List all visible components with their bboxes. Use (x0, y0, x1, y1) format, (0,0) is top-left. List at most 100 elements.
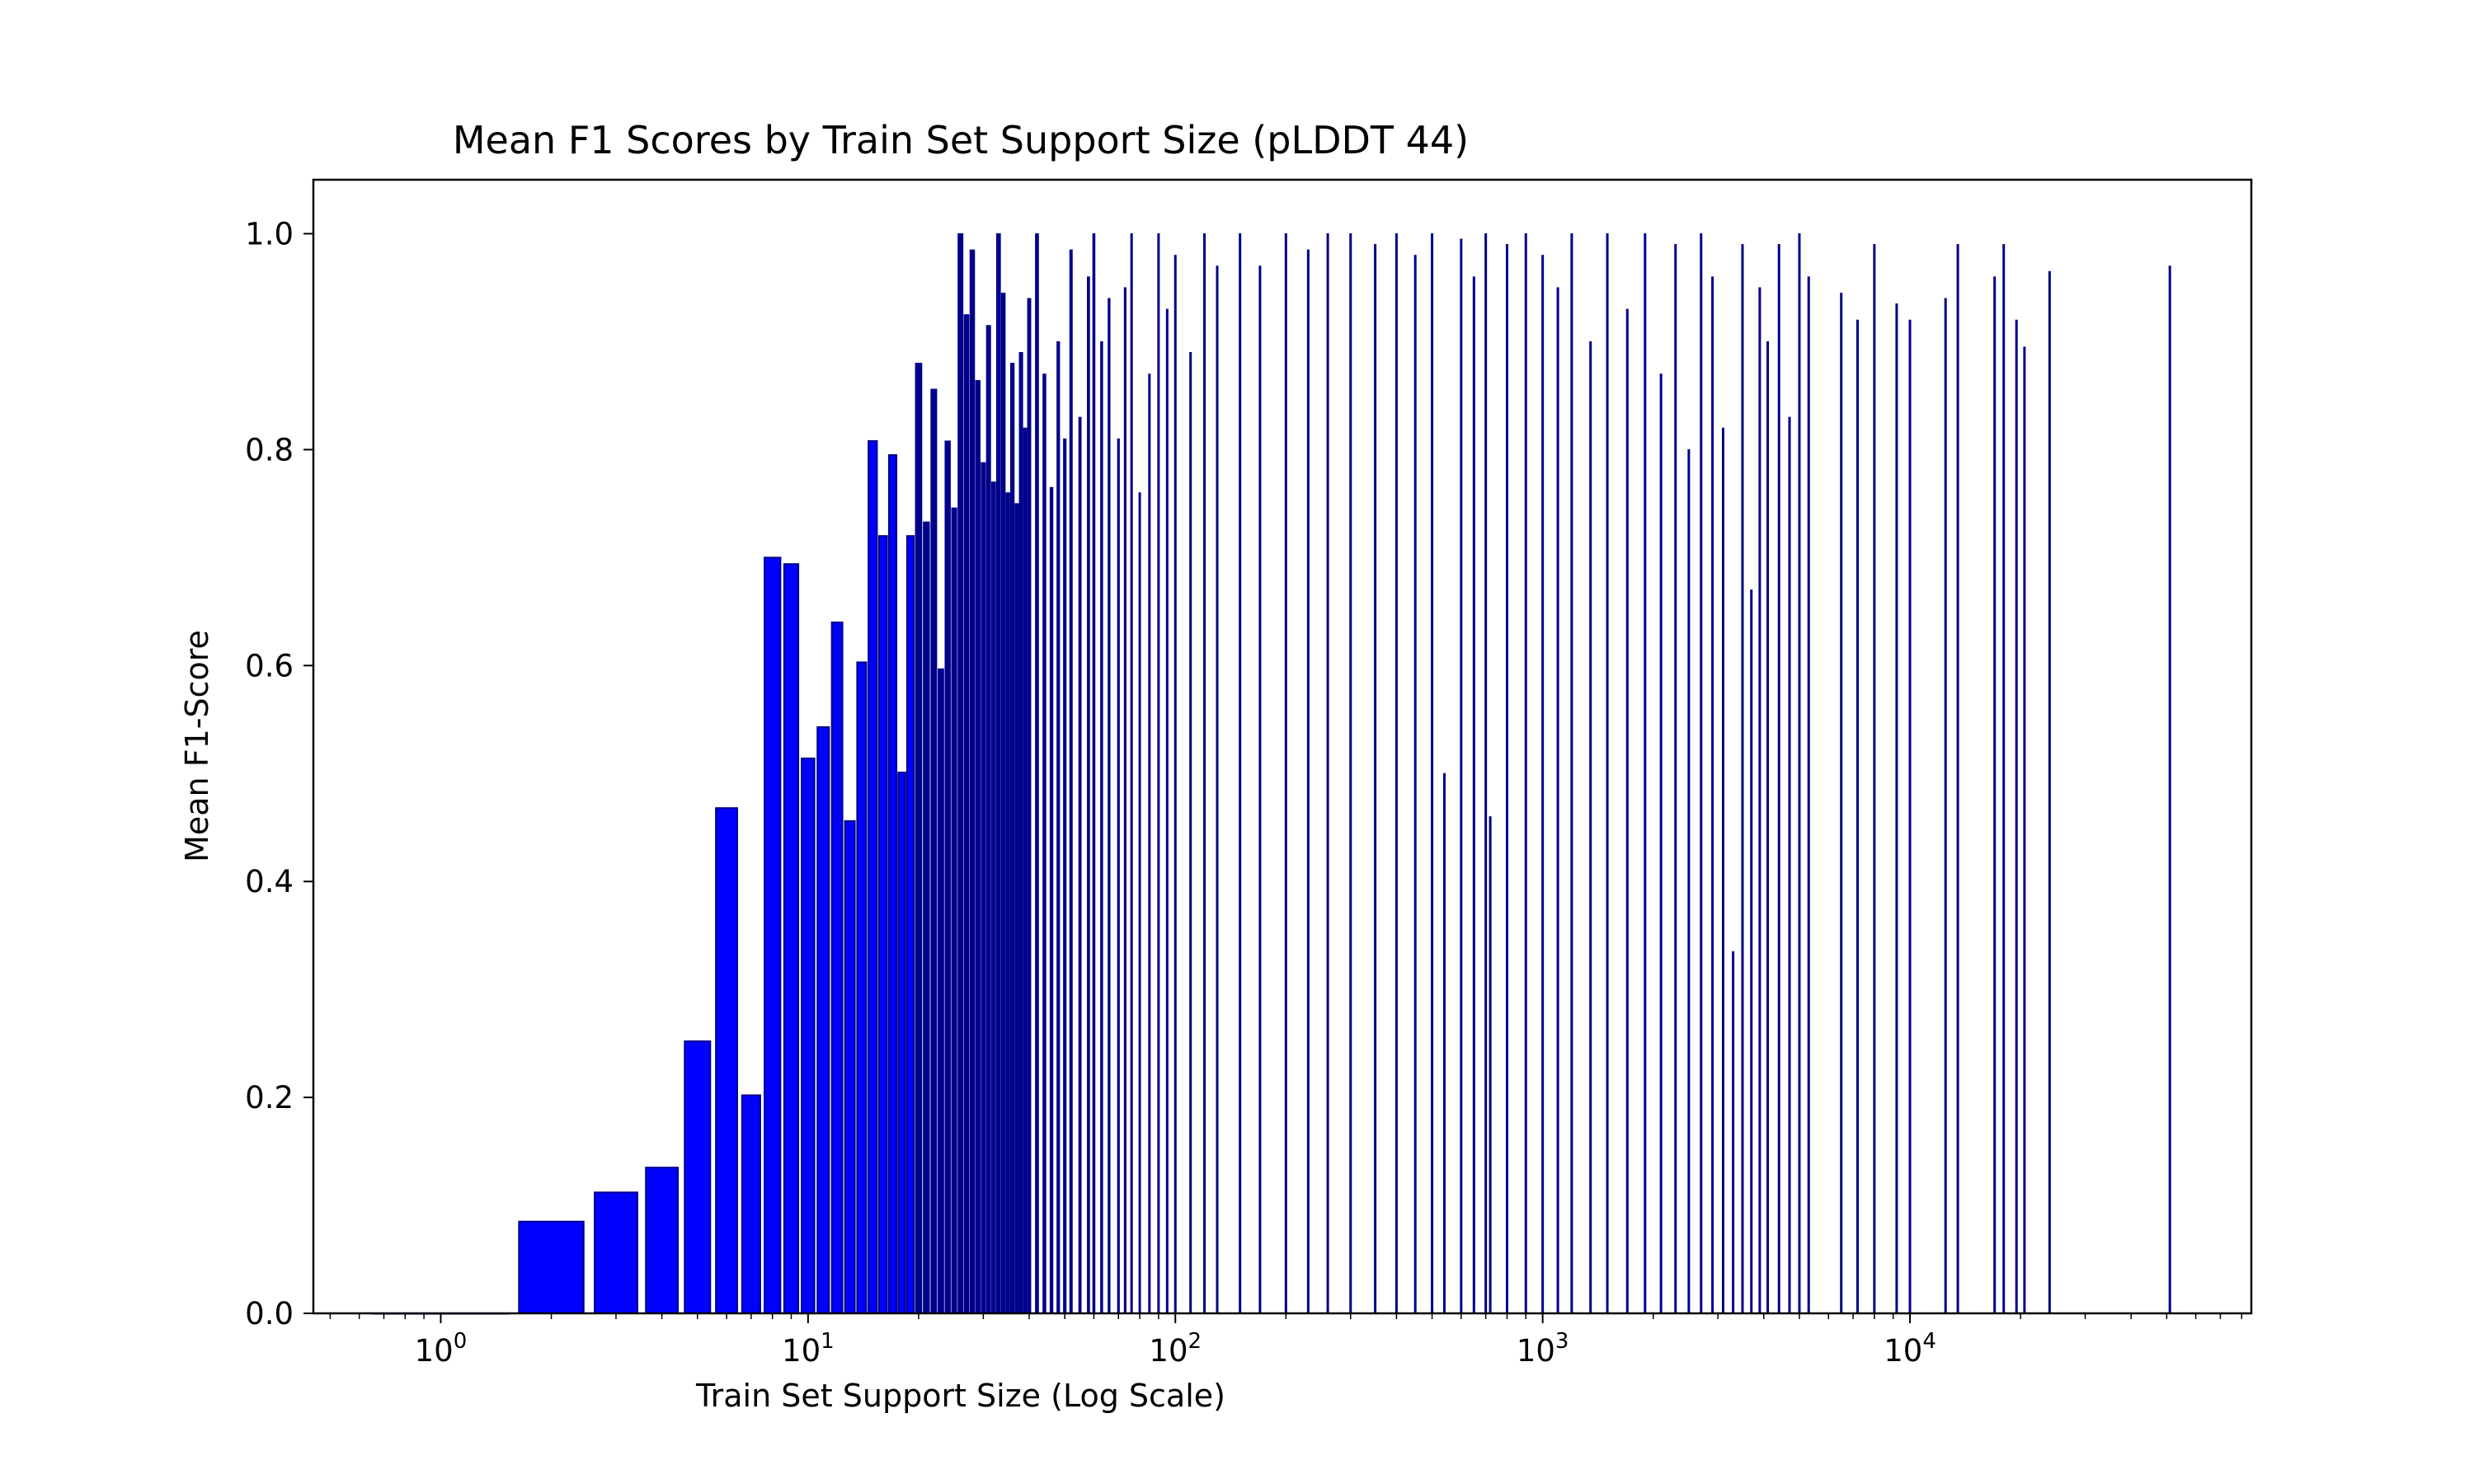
y-ticks-group: 0.0 0.2 0.4 0.6 0.8 1.0 (245, 216, 313, 1331)
bar (1556, 287, 1559, 1314)
bar (1189, 352, 1192, 1314)
bar (1873, 244, 1876, 1314)
bar (1374, 244, 1377, 1314)
bar (1606, 232, 1609, 1314)
bar (1674, 244, 1677, 1314)
bar (715, 807, 738, 1314)
bar (1108, 298, 1111, 1314)
bar (1484, 232, 1488, 1314)
bar (975, 380, 981, 1314)
bar (877, 535, 888, 1314)
y-tick-label: 0.2 (245, 1080, 294, 1115)
x-tick-label: 104 (1884, 1329, 1936, 1369)
bar (741, 1094, 761, 1314)
bar (1069, 249, 1073, 1314)
bar (985, 325, 991, 1314)
bar (1956, 244, 1959, 1314)
bar (923, 521, 930, 1314)
bar (1087, 276, 1090, 1314)
bar (1349, 232, 1352, 1314)
bar (830, 621, 844, 1314)
bar (981, 462, 986, 1314)
bar (816, 726, 830, 1314)
bar (1659, 373, 1663, 1314)
plot-frame (312, 178, 2253, 1315)
y-tick-label: 0.8 (245, 432, 294, 467)
x-axis-label: Train Set Support Size (Log Scale) (695, 1378, 1225, 1414)
bar (1326, 232, 1329, 1314)
bar (1035, 232, 1039, 1314)
bar (1489, 816, 1492, 1314)
bar (2168, 265, 2171, 1314)
bar (1856, 319, 1859, 1314)
bar (944, 440, 951, 1314)
x-tick-label: 100 (415, 1329, 468, 1369)
bar (1009, 363, 1015, 1314)
bar (1000, 293, 1006, 1314)
bar (1123, 287, 1126, 1314)
bar (645, 1167, 680, 1314)
bar (1750, 589, 1753, 1314)
bar (518, 1220, 585, 1314)
bar (1078, 416, 1082, 1314)
bar (783, 563, 800, 1314)
bar (1216, 265, 1219, 1314)
bar (1766, 340, 1770, 1314)
x-tick-label: 102 (1149, 1329, 1202, 1369)
bar (1472, 276, 1475, 1314)
bar (1117, 438, 1120, 1314)
x-tick-label: 103 (1517, 1329, 1569, 1369)
bar (2023, 346, 2026, 1314)
bar (905, 535, 915, 1314)
bars-group (372, 232, 2171, 1315)
bar (969, 249, 976, 1314)
bar (1840, 293, 1843, 1314)
bar (1042, 373, 1047, 1314)
bar (1700, 232, 1703, 1314)
bar (1625, 308, 1629, 1314)
x-ticks-group: 100 101 102 103 104 (329, 1313, 2243, 1369)
bar (1063, 438, 1067, 1314)
bar (1165, 308, 1169, 1314)
bar (1944, 298, 1947, 1314)
bar (1203, 232, 1206, 1314)
bar (1460, 238, 1463, 1314)
y-tick-label: 1.0 (245, 216, 294, 251)
bar (1157, 232, 1160, 1314)
bar (1741, 244, 1744, 1314)
bar (2002, 244, 2006, 1314)
bar (897, 771, 906, 1314)
bar (1431, 232, 1434, 1314)
bar (764, 556, 782, 1314)
bar (1100, 340, 1103, 1314)
bar (1798, 232, 1801, 1314)
bar (1049, 486, 1054, 1314)
bar (801, 757, 816, 1314)
bar (1092, 232, 1096, 1314)
bar (1284, 232, 1287, 1314)
bar (1908, 319, 1912, 1314)
bar (1993, 276, 1997, 1314)
bar (1258, 265, 1262, 1314)
bar (1788, 416, 1791, 1314)
bar (1174, 255, 1177, 1314)
bar (957, 232, 964, 1314)
bar (1807, 276, 1810, 1314)
bar (1541, 255, 1545, 1314)
bar (1644, 232, 1647, 1314)
bar (868, 439, 878, 1314)
bar (1306, 249, 1310, 1314)
bar (844, 819, 856, 1314)
bar (1056, 340, 1061, 1314)
bar (684, 1040, 712, 1314)
bar (1138, 492, 1141, 1314)
bar (1130, 232, 1133, 1314)
bar (1777, 244, 1780, 1314)
chart-title: Mean F1 Scores by Train Set Support Size… (453, 118, 1469, 162)
bar (1687, 448, 1691, 1314)
bar (2015, 319, 2018, 1314)
bar (887, 453, 898, 1314)
bar (1524, 232, 1527, 1314)
bar (951, 507, 957, 1314)
